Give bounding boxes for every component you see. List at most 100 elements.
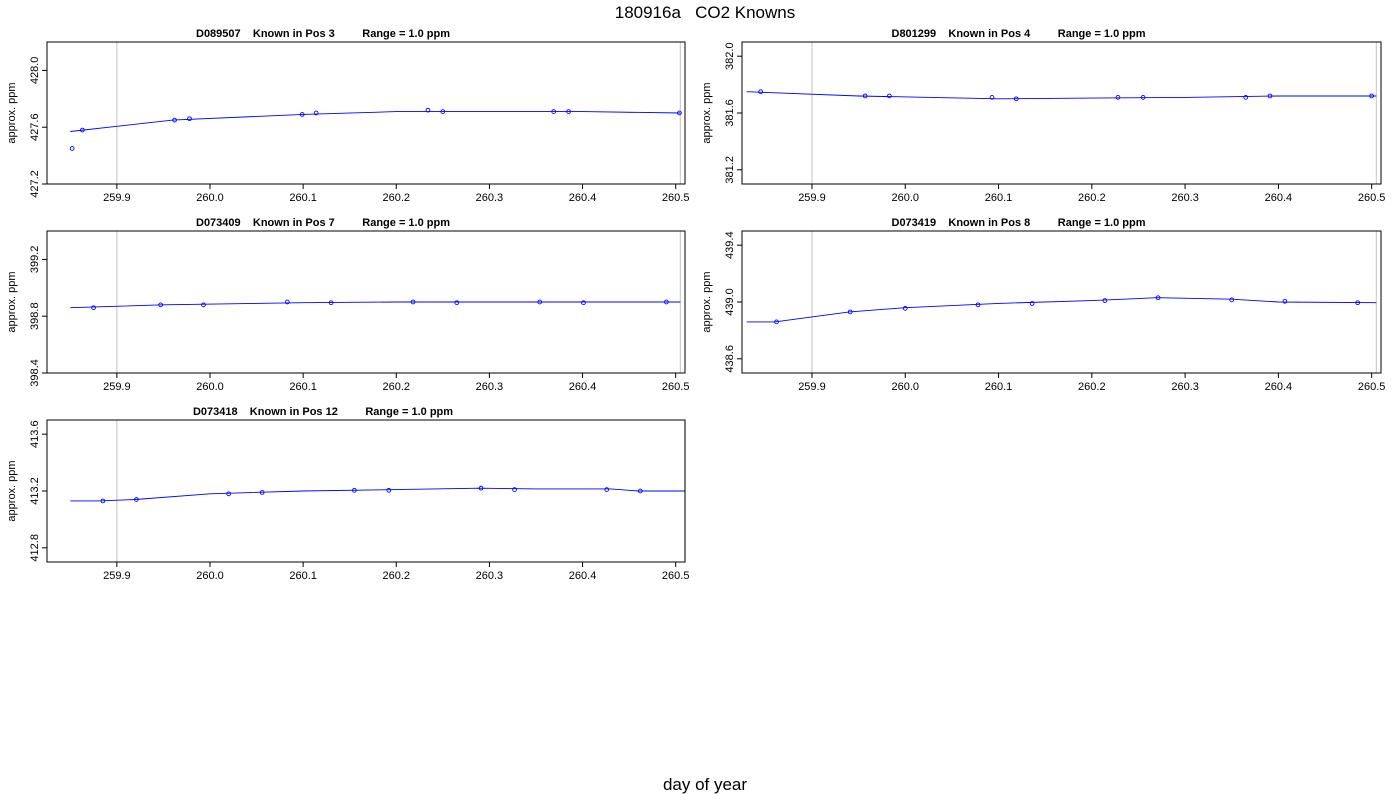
y-tick-label-3: 399.2 — [29, 246, 41, 274]
data-point-9 — [551, 109, 557, 114]
fit-line — [70, 487, 685, 502]
plot-frame — [46, 41, 686, 185]
data-point-6 — [313, 110, 319, 116]
x-axis-title: day of year — [662, 775, 748, 794]
data-point-7 — [1140, 95, 1146, 100]
data-point-6 — [410, 299, 416, 305]
panel-title: D801299 Known in Pos 4 Range = 1.0 ppm — [892, 28, 1146, 40]
fit-line — [70, 111, 681, 132]
data-point-4 — [975, 302, 981, 308]
x-tick-label-5: 260.3 — [476, 570, 504, 582]
data-point-1 — [91, 305, 96, 311]
data-point-4 — [284, 299, 290, 305]
data-point-5 — [352, 487, 357, 493]
data-point-1 — [758, 89, 764, 95]
x-tick-label-4: 260.2 — [1078, 192, 1106, 204]
x-tick-label-6: 260.4 — [1265, 192, 1293, 204]
page-title: 180916a CO2 Knowns — [614, 3, 796, 22]
x-tick-label-5: 260.3 — [476, 381, 504, 393]
y-tick-label-1: 427.2 — [29, 170, 41, 198]
fit-line — [70, 301, 681, 309]
x-tick-label-1: 259.9 — [103, 381, 131, 393]
x-tick-label-7: 260.5 — [662, 381, 690, 393]
y-axis-label: approx. ppm — [6, 271, 18, 332]
x-tick-label-2: 260.0 — [891, 192, 919, 204]
data-point-8 — [512, 487, 517, 492]
data-point-10 — [637, 488, 643, 494]
data-point-10 — [1355, 300, 1361, 306]
data-point-5 — [1029, 301, 1035, 306]
y-axis-label: approx. ppm — [701, 82, 713, 143]
y-tick-label-2: 381.6 — [724, 99, 736, 127]
data-point-9 — [604, 487, 610, 492]
data-point-3 — [226, 491, 231, 497]
x-tick-label-2: 260.0 — [196, 192, 224, 204]
x-tick-label-4: 260.2 — [1078, 381, 1106, 393]
x-tick-label-3: 260.1 — [289, 192, 317, 204]
data-point-10 — [566, 109, 571, 114]
x-tick-label-3: 260.1 — [985, 381, 1013, 393]
data-point-5 — [1013, 96, 1019, 102]
data-point-2 — [862, 93, 868, 99]
x-tick-label-4: 260.2 — [383, 381, 411, 393]
y-tick-label-3: 413.6 — [29, 420, 41, 448]
x-tick-label-6: 260.4 — [569, 381, 597, 393]
x-tick-label-5: 260.3 — [1171, 381, 1199, 393]
y-tick-label-2: 413.2 — [29, 477, 41, 505]
data-point-1 — [100, 498, 106, 504]
data-point-3 — [902, 306, 908, 311]
chart-panel-2: 259.9 260.0 260.1 260.2 260.3 260.4 260.5 381.2… — [701, 28, 1385, 204]
x-tick-label-5: 260.3 — [1171, 192, 1199, 204]
data-point-7 — [454, 300, 460, 306]
chart-panel-1: 259.9 260.0 260.1 260.2 260.3 260.4 260.5 427.2… — [6, 28, 689, 204]
data-point-8 — [440, 109, 446, 114]
data-point-2 — [80, 127, 85, 133]
x-tick-label-2: 260.0 — [196, 570, 224, 582]
x-tick-label-2: 260.0 — [196, 381, 224, 393]
x-tick-label-3: 260.1 — [985, 192, 1013, 204]
y-axis-label: approx. ppm — [701, 271, 713, 332]
x-tick-label-6: 260.4 — [569, 570, 597, 582]
data-point-3 — [172, 117, 177, 123]
y-tick-label-2: 427.6 — [29, 113, 41, 141]
data-point-3 — [201, 302, 206, 308]
x-tick-label-3: 260.1 — [289, 381, 317, 393]
data-point-6 — [1115, 95, 1121, 100]
chart-panel-3: 259.9 260.0 260.1 260.2 260.3 260.4 260.5 398.4… — [6, 217, 689, 393]
data-point-10 — [1369, 93, 1375, 99]
data-point-2 — [847, 309, 853, 315]
x-tick-label-1: 259.9 — [103, 570, 131, 582]
plot-frame — [46, 230, 686, 374]
x-tick-label-2: 260.0 — [891, 381, 919, 393]
data-point-11 — [677, 110, 682, 116]
data-point-4 — [989, 95, 995, 100]
x-tick-label-6: 260.4 — [1265, 381, 1293, 393]
data-point-4 — [259, 490, 265, 495]
plot-frame — [741, 41, 1382, 185]
chart-panel-5: 259.9 260.0 260.1 260.2 260.3 260.4 260.5 412.8… — [6, 406, 689, 582]
data-point-9 — [1267, 93, 1273, 99]
y-tick-label-3: 439.4 — [724, 231, 736, 259]
data-point-8 — [1229, 297, 1235, 303]
x-tick-label-7: 260.5 — [1358, 192, 1386, 204]
x-tick-label-4: 260.2 — [383, 570, 411, 582]
y-tick-label-1: 381.2 — [724, 156, 736, 184]
x-tick-label-1: 259.9 — [103, 192, 131, 204]
x-tick-label-7: 260.5 — [662, 570, 690, 582]
data-point-10 — [664, 299, 669, 305]
x-tick-label-5: 260.3 — [476, 192, 504, 204]
data-point-7 — [425, 107, 431, 113]
y-tick-label-1: 412.8 — [29, 534, 41, 562]
y-tick-label-2: 398.8 — [29, 302, 41, 330]
x-tick-label-3: 260.1 — [289, 570, 317, 582]
x-tick-label-1: 259.9 — [798, 381, 826, 393]
data-point-9 — [581, 300, 586, 306]
data-point-5 — [299, 112, 305, 117]
data-point-7 — [1155, 295, 1161, 301]
data-point-1 — [69, 146, 75, 151]
data-point-8 — [537, 299, 543, 305]
data-point-4 — [187, 116, 192, 122]
panel-title: D073418 Known in Pos 12 Range = 1.0 ppm — [193, 406, 453, 418]
plot-frame — [46, 419, 686, 563]
